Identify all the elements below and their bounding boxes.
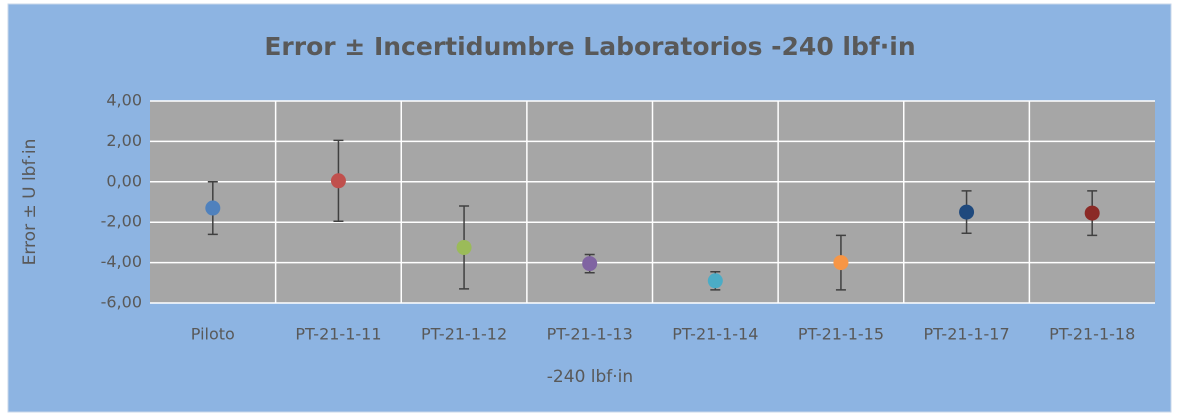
point xyxy=(1084,205,1100,221)
x-tick-label: PT-21-1-13 xyxy=(547,325,633,344)
point xyxy=(959,204,975,220)
y-tick-label: -4,00 xyxy=(101,252,142,271)
point xyxy=(456,239,472,255)
x-tick-label: PT-21-1-12 xyxy=(421,325,507,344)
x-tick-label: PT-21-1-18 xyxy=(1049,325,1135,344)
x-tick-label: PT-21-1-14 xyxy=(672,325,758,344)
x-tick-label: Piloto xyxy=(191,325,235,344)
y-axis-label: Error ± U lbf·in xyxy=(20,139,40,266)
point xyxy=(707,273,723,289)
point xyxy=(582,256,598,272)
y-tick-label: 0,00 xyxy=(106,171,142,190)
y-tick-label: 2,00 xyxy=(106,131,142,150)
point xyxy=(330,173,346,189)
y-tick-label: -6,00 xyxy=(101,293,142,312)
point xyxy=(205,200,221,216)
x-tick-label: PT-21-1-17 xyxy=(923,325,1009,344)
y-tick-label: -2,00 xyxy=(101,212,142,231)
x-tick-label: PT-21-1-11 xyxy=(295,325,381,344)
x-tick-label: PT-21-1-15 xyxy=(798,325,884,344)
y-tick-label: 4,00 xyxy=(106,91,142,110)
point xyxy=(833,255,849,271)
chart-title: Error ± Incertidumbre Laboratorios -240 … xyxy=(264,32,915,61)
x-axis-label: -240 lbf·in xyxy=(547,367,633,387)
